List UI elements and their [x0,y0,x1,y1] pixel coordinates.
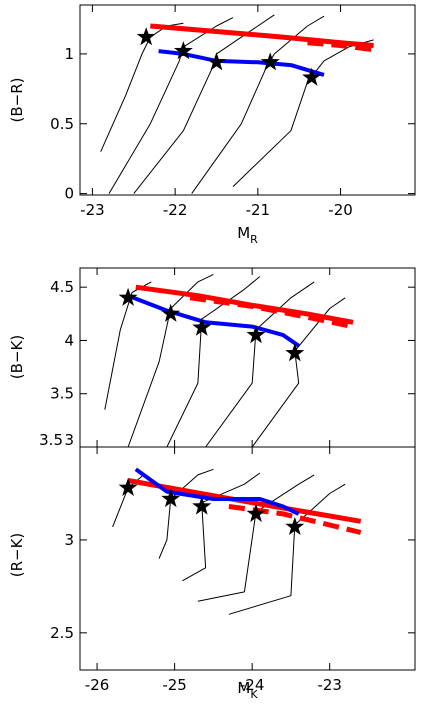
x-tick-label: -21 [246,201,271,219]
star-marker [173,41,193,60]
y-tick-label: 4 [64,331,74,349]
x-axis-label-sub: R [250,233,258,246]
plot-frame [79,446,416,671]
y-tick-label: 3.5 [50,385,74,403]
x-tick-label: -23 [317,676,342,694]
x-tick-label: -24 [240,676,265,694]
plot-area [104,273,354,447]
model-line [150,23,374,48]
x-axis-label-sub: K [250,688,258,701]
y-tick-label: 2.5 [50,624,74,642]
star-marker [118,477,138,496]
star-marker [161,303,181,322]
model-line [189,295,354,330]
track-line [108,17,234,194]
track-line [191,15,325,194]
x-tick-label: -26 [85,676,110,694]
x-axis-label-main: M [237,679,250,697]
star-marker [207,52,226,71]
y-tick-label: 4.5 [50,278,74,296]
star-marker [246,325,266,344]
model-line [307,40,374,53]
star-marker [302,67,322,86]
star-marker [161,489,181,508]
plot-area [100,14,374,194]
model-line [127,293,300,348]
y-axis-label: (B−K) [8,335,26,379]
y-tick-label: 1 [64,45,74,63]
y-tick-label: 0.5 [50,115,74,133]
y-tick-label: 3.5 [39,431,63,449]
x-axis-label: MR [237,224,258,246]
star-marker [192,317,212,336]
x-tick-label: -25 [162,676,187,694]
x-tick-label: -23 [80,201,105,219]
y-tick-label: 0 [64,185,74,203]
y-tick-label: 3 [64,431,74,449]
star-marker [118,287,138,306]
track-line [158,468,214,559]
model-line [127,478,362,524]
star-marker [285,516,305,535]
y-axis-label: (R−K) [8,533,26,578]
x-tick-label: -22 [163,201,188,219]
star-marker [260,52,280,71]
plot-frame [79,4,416,196]
star-marker [246,503,266,522]
y-tick-label: 3 [64,531,74,549]
plot-area [112,467,362,615]
y-axis-label: (B−R) [8,78,26,123]
x-axis-label-main: M [237,224,250,242]
star-marker [136,27,156,46]
star-marker [192,496,212,515]
star-marker [285,343,305,362]
x-axis-label: MK [237,679,258,701]
model-line [134,467,300,516]
x-tick-label: -20 [328,201,353,219]
